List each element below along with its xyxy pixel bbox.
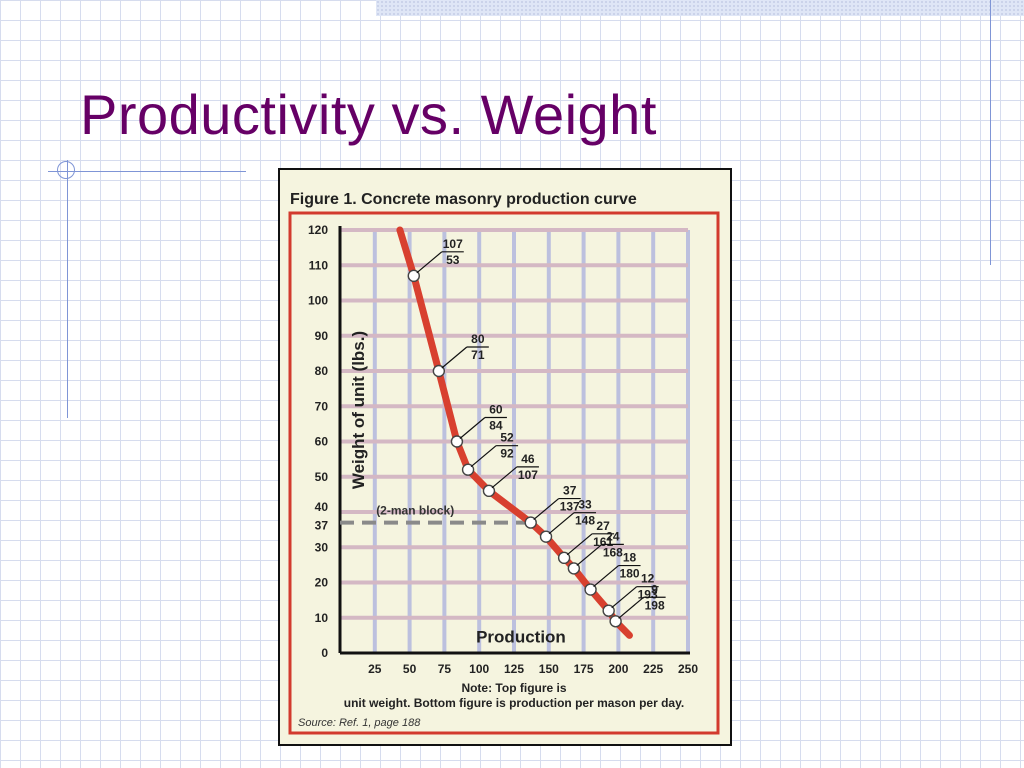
data-point: [567, 562, 581, 575]
slide-title: Productivity vs. Weight: [80, 83, 657, 146]
point-weight-label: 33: [578, 498, 592, 512]
note-line-2: unit weight. Bottom figure is production…: [344, 696, 684, 710]
data-point: [557, 551, 571, 565]
left-accent-line: [67, 160, 68, 418]
data-point: [482, 484, 496, 498]
label-leader: [593, 565, 619, 588]
tick-labels: 0 10 20 30 37 40 50 60 70 80 90 100 110 120 25 50 75 100 1…: [308, 223, 698, 676]
data-point: [539, 530, 553, 543]
label-leader: [491, 466, 518, 489]
point-production-label: 71: [471, 348, 485, 362]
x-tick-label: 225: [643, 662, 663, 676]
x-tick-label: 125: [504, 662, 524, 676]
note-line-1: Note: Top figure is: [461, 681, 566, 695]
two-man-block-label: (2-man block): [376, 504, 454, 518]
x-tick-label: 200: [608, 662, 628, 676]
point-weight-label: 27: [596, 519, 610, 533]
production-curve-chart: Figure 1. Concrete masonry production cu…: [288, 191, 720, 735]
point-weight-label: 107: [443, 237, 463, 251]
label-leader: [470, 445, 497, 468]
label-leader: [576, 543, 603, 566]
x-tick-label: 25: [368, 662, 382, 676]
figure-panel: Figure 1. Concrete masonry production cu…: [278, 168, 732, 746]
label-leader: [416, 251, 443, 274]
y-tick-label: 20: [315, 576, 329, 590]
point-weight-label: 52: [500, 431, 514, 445]
point-weight-label: 46: [521, 452, 535, 466]
point-weight-label: 12: [641, 572, 655, 586]
x-axis-label: Production: [476, 627, 566, 646]
y-tick-label: 110: [309, 258, 329, 272]
y-tick-label: 0: [321, 646, 328, 660]
data-points: [407, 269, 622, 628]
point-production-label: 180: [620, 567, 640, 581]
point-weight-label: 37: [563, 484, 577, 498]
label-leader: [459, 417, 486, 439]
figure-caption: Figure 1. Concrete masonry production cu…: [290, 191, 637, 208]
point-production-label: 198: [645, 598, 665, 612]
x-tick-label: 175: [574, 662, 594, 676]
data-point: [432, 364, 446, 378]
y-tick-label: 40: [315, 500, 329, 514]
data-point: [450, 435, 464, 448]
y-tick-label: 10: [315, 611, 329, 625]
y-axis-label: Weight of unit (lbs.): [349, 331, 368, 489]
figure-red-border: [288, 211, 720, 735]
y-tick-label: 37: [315, 519, 329, 533]
data-point: [524, 516, 537, 529]
top-decorative-band: [376, 0, 1024, 16]
label-leader: [441, 346, 468, 369]
data-point: [609, 615, 622, 628]
data-point: [584, 583, 597, 596]
title-underline: [48, 171, 246, 172]
label-leader: [611, 586, 638, 609]
y-tick-label: 90: [315, 329, 329, 343]
x-tick-label: 50: [403, 662, 417, 676]
point-weight-label: 60: [489, 403, 503, 417]
y-tick-label: 100: [308, 294, 328, 308]
y-tick-label: 80: [315, 364, 329, 378]
right-accent-line: [990, 0, 991, 265]
point-production-label: 161: [593, 535, 613, 549]
point-weight-label: 9: [651, 582, 658, 596]
point-weight-label: 80: [471, 332, 485, 346]
data-point: [461, 463, 475, 476]
grid: [340, 228, 690, 653]
point-production-label: 107: [518, 468, 538, 482]
y-tick-label: 30: [315, 540, 329, 554]
x-tick-label: 150: [539, 662, 559, 676]
reference-line-group: (2-man block): [340, 504, 531, 525]
title-bullet-ring: [57, 161, 75, 179]
x-tick-label: 75: [438, 662, 452, 676]
data-point: [407, 269, 420, 283]
y-tick-label: 70: [315, 399, 329, 413]
point-weight-label: 24: [606, 529, 620, 543]
x-tick-label: 100: [469, 662, 489, 676]
figure-source: Source: Ref. 1, page 188: [298, 717, 421, 729]
label-leader: [566, 533, 593, 556]
point-production-label: 53: [446, 253, 460, 267]
point-production-label: 137: [560, 500, 580, 514]
y-tick-label: 60: [315, 435, 329, 449]
label-leader: [618, 596, 645, 619]
point-production-label: 148: [575, 514, 595, 528]
label-leader: [548, 512, 575, 535]
point-production-label: 84: [489, 419, 503, 433]
data-point: [602, 604, 615, 617]
point-weight-label: 18: [623, 551, 637, 565]
label-leader: [533, 498, 560, 521]
point-production-label: 168: [603, 545, 623, 559]
point-production-label: 92: [500, 447, 514, 461]
x-tick-label: 250: [678, 662, 698, 676]
axes: [338, 226, 690, 655]
y-tick-label: 50: [315, 470, 329, 484]
y-tick-label: 120: [308, 223, 328, 237]
